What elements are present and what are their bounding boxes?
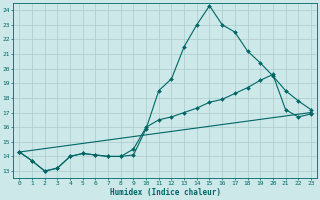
X-axis label: Humidex (Indice chaleur): Humidex (Indice chaleur) (110, 188, 220, 197)
